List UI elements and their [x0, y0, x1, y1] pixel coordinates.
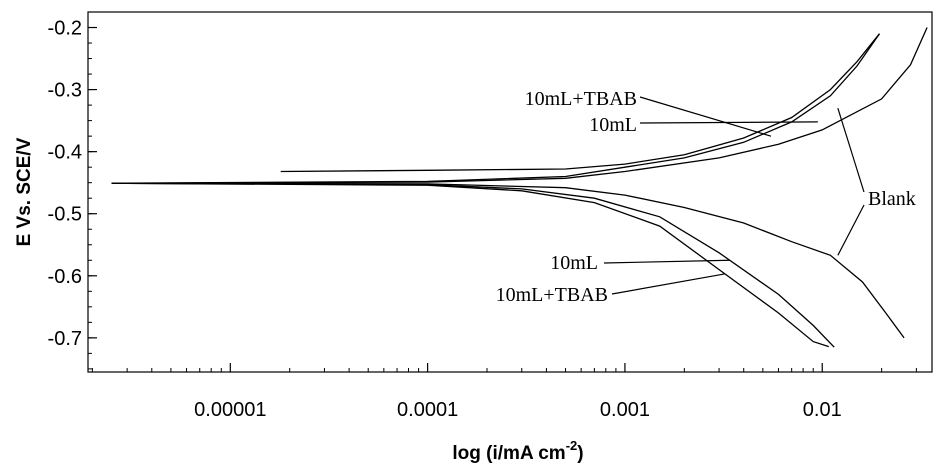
- x-axis-title-sup: -2: [566, 438, 578, 453]
- y-tick-label: -0.6: [48, 266, 82, 288]
- annotation-leader-line: [639, 121, 818, 124]
- annotation-label: 10mL+TBAB: [525, 88, 637, 110]
- annotation-label: 10mL: [550, 252, 598, 274]
- axis-ticks: [88, 26, 917, 372]
- plot-frame: [87, 11, 933, 373]
- annotation-leader-line: [837, 204, 865, 256]
- curve-blank-anodic: [111, 27, 928, 184]
- y-tick-label: -0.7: [48, 328, 82, 350]
- annotation-leader-line: [611, 273, 725, 295]
- x-tick-labels: 0.00001 0.0001 0.001 0.01: [194, 399, 842, 421]
- annotation-leader-line: [837, 108, 865, 193]
- y-axis-title: E Vs. SCE/V: [14, 137, 35, 246]
- annotations: 10mL+TBAB 10mL Blank 10mL 10mL+TBAB: [496, 88, 916, 306]
- x-tick-label: 0.001: [600, 399, 650, 421]
- x-tick-label: 0.0001: [397, 399, 458, 421]
- curve-10ml-anodic: [111, 33, 881, 184]
- x-axis-title: log (i/mA cm-2): [452, 438, 583, 464]
- annotation-label: Blank: [868, 188, 916, 210]
- x-axis-title-close: ): [577, 443, 583, 464]
- y-tick-label: -0.4: [48, 142, 82, 164]
- annotation-leader-line: [639, 96, 772, 137]
- curve-10ml-tbab-cathodic: [111, 182, 829, 348]
- x-tick-label: 0.00001: [194, 399, 266, 421]
- curve-10ml-tbab-anodic: [280, 33, 881, 173]
- curves: [111, 27, 928, 348]
- y-tick-label: -0.3: [48, 80, 82, 102]
- curve-blank-cathodic: [111, 182, 905, 339]
- x-tick-label: 0.01: [803, 399, 842, 421]
- x-axis-title-main: log (i/mA cm: [452, 443, 565, 464]
- annotation-leader-line: [603, 259, 730, 264]
- annotation-label: 10mL+TBAB: [496, 284, 608, 306]
- y-tick-label: -0.2: [48, 18, 82, 40]
- y-tick-label: -0.5: [48, 204, 82, 226]
- curve-10ml-cathodic: [111, 182, 835, 348]
- y-tick-labels: -0.2 -0.3 -0.4 -0.5 -0.6 -0.7: [48, 18, 82, 350]
- annotation-label: 10mL: [589, 114, 637, 136]
